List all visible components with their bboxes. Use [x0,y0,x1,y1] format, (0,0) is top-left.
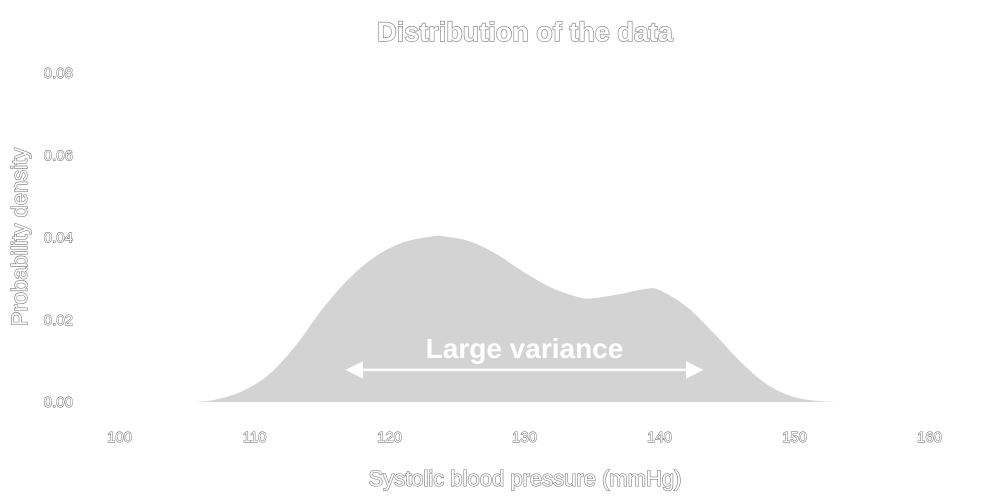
x-tick-label: 130 [512,429,537,446]
variance-label: Large variance [426,333,624,364]
x-tick-label: 150 [782,429,807,446]
x-axis-title: Systolic blood pressure (mmHg) [369,466,682,491]
y-tick-label: 0.00 [44,394,73,411]
x-tick-labels: 100 110 120 130 140 150 160 [107,429,943,447]
y-tick-label: 0.04 [44,230,73,247]
y-tick-labels: 0.00 0.02 0.04 0.06 0.08 [43,65,73,412]
x-tick-label: 100 [107,429,132,446]
x-tick-label: 120 [377,429,402,446]
y-axis-title: Probability density [7,148,32,327]
x-tick-label: 110 [243,429,267,446]
chart-title: Distribution of the data [377,17,673,47]
y-tick-label: 0.08 [44,65,73,82]
x-tick-label: 160 [917,429,942,446]
density-area [193,235,849,402]
y-tick-label: 0.02 [44,312,73,329]
x-tick-label: 140 [647,429,672,446]
y-tick-label: 0.06 [44,147,73,164]
